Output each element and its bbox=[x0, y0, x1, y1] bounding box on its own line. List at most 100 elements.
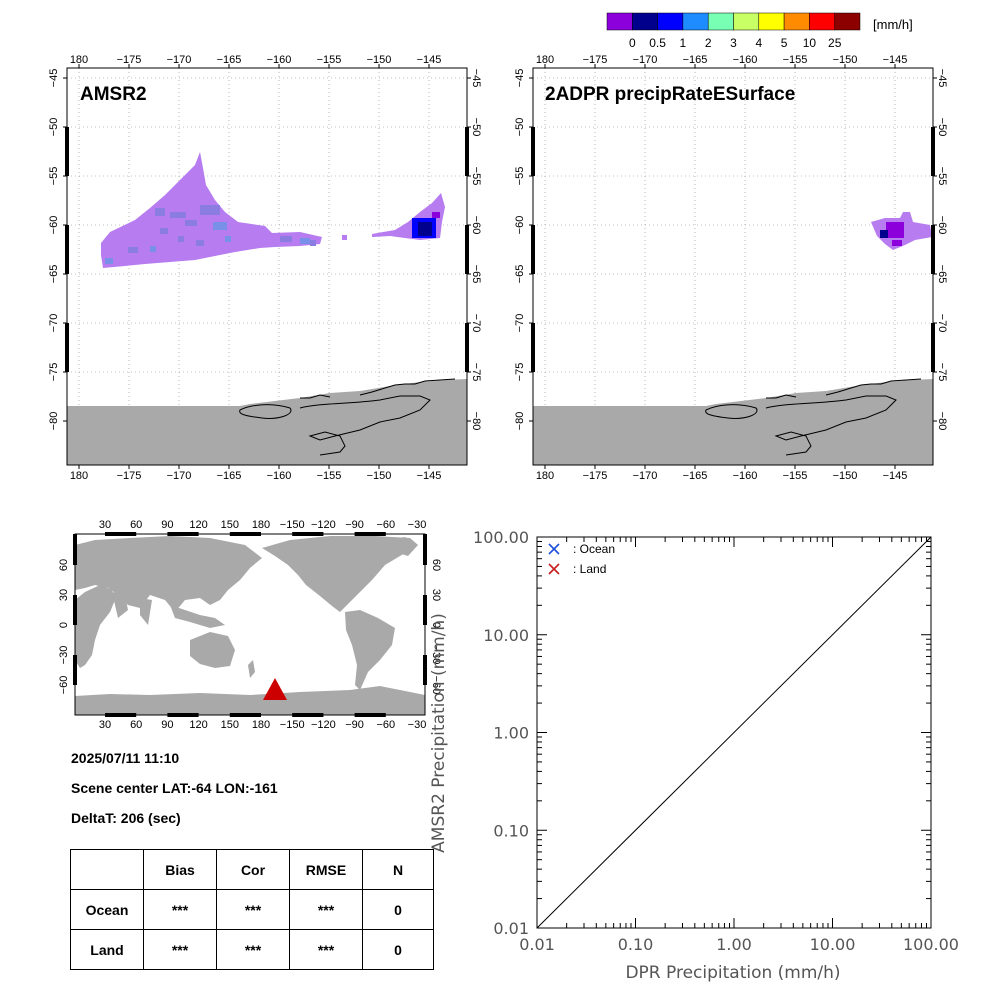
frame-segment bbox=[73, 595, 77, 625]
frame-segment bbox=[65, 323, 69, 372]
lat-label-right: −55 bbox=[470, 167, 482, 186]
globe-lon-label-bottom: 180 bbox=[252, 719, 270, 731]
precip-cell bbox=[342, 235, 347, 240]
map-title: 2ADPR precipRateESurface bbox=[545, 84, 795, 105]
lon-label-top: −170 bbox=[167, 54, 192, 66]
globe-lon-label-bottom: 150 bbox=[221, 719, 239, 731]
continent-eurasia bbox=[75, 536, 262, 612]
cor-cell: *** bbox=[216, 889, 290, 930]
lat-label-left: −50 bbox=[514, 118, 526, 137]
lat-label-right: −80 bbox=[936, 412, 948, 431]
map-title: AMSR2 bbox=[80, 84, 147, 105]
lon-label-top: −170 bbox=[633, 54, 658, 66]
precip-cell bbox=[892, 240, 902, 246]
continent-greenland bbox=[385, 537, 418, 556]
frame-segment bbox=[229, 713, 261, 717]
y-tick-label: 100.00 bbox=[473, 528, 529, 547]
lon-label-top: −165 bbox=[217, 54, 242, 66]
scene-center: Scene center LAT:-64 LON:-161 bbox=[71, 780, 278, 796]
legend-label: : Ocean bbox=[573, 542, 615, 556]
colorbar-label: 4 bbox=[755, 36, 762, 50]
rmse-cell: *** bbox=[289, 889, 363, 930]
table-header-cell: RMSE bbox=[289, 849, 363, 890]
lat-label-right: −60 bbox=[470, 216, 482, 235]
colorbar-swatch bbox=[682, 12, 709, 31]
y-tick-label: 10.00 bbox=[483, 626, 529, 645]
colorbar-swatch bbox=[657, 12, 684, 31]
precip-cell bbox=[170, 212, 186, 218]
frame-segment bbox=[354, 532, 386, 536]
lon-label-bottom: −155 bbox=[317, 470, 342, 482]
continent-africa bbox=[75, 585, 115, 668]
lat-label-left: −55 bbox=[514, 167, 526, 186]
globe-lon-label-bottom: −120 bbox=[311, 719, 336, 731]
lon-label-top: −160 bbox=[267, 54, 292, 66]
x-tick-label: 1.00 bbox=[716, 935, 752, 954]
frame-segment bbox=[65, 225, 69, 274]
frame-segment bbox=[931, 225, 935, 274]
coastline bbox=[299, 395, 431, 456]
globe-lat-label-right: 30 bbox=[430, 589, 442, 601]
precip-cell bbox=[196, 240, 204, 246]
globe-lon-label-top: 150 bbox=[221, 519, 239, 531]
colorbar-swatch bbox=[783, 12, 810, 31]
lat-label-left: −75 bbox=[514, 363, 526, 382]
lon-label-top: −175 bbox=[583, 54, 608, 66]
frame-segment bbox=[931, 323, 935, 372]
row-label: Ocean bbox=[70, 889, 144, 930]
frame-segment bbox=[465, 225, 469, 274]
legend-marker bbox=[548, 543, 560, 555]
table-row: Ocean *** *** *** 0 bbox=[70, 889, 434, 930]
lon-label-bottom: −175 bbox=[117, 470, 142, 482]
rmse-cell: *** bbox=[289, 929, 363, 970]
row-label: Land bbox=[70, 929, 144, 970]
map-axis-labels: 180 180 −175 −175 −170 −170 −165 −165 −160 −160 −1… bbox=[514, 54, 948, 482]
lon-label-bottom: −175 bbox=[583, 470, 608, 482]
colorbar-swatch bbox=[606, 12, 633, 31]
continent-arabia-india bbox=[112, 592, 152, 625]
frame-segment bbox=[354, 713, 386, 717]
map-frame bbox=[73, 532, 427, 717]
lat-label-left: −55 bbox=[48, 167, 60, 186]
legend-label: : Land bbox=[573, 562, 606, 576]
globe-lon-label-top: 90 bbox=[161, 519, 173, 531]
lon-label-bottom: −160 bbox=[733, 470, 758, 482]
coastline bbox=[766, 394, 797, 399]
globe-lon-label-bottom: −90 bbox=[345, 719, 364, 731]
map-frame bbox=[65, 127, 469, 372]
colorbar-swatch bbox=[632, 12, 658, 31]
colorbar: 0 0.5 1 2 3 4 5 10 25 bbox=[606, 12, 861, 50]
lat-label-right: −65 bbox=[470, 265, 482, 284]
globe-lon-label-top: −60 bbox=[376, 519, 395, 531]
precip-cell bbox=[886, 222, 904, 238]
lon-label-bottom: −160 bbox=[267, 470, 292, 482]
lon-label-top: −150 bbox=[833, 54, 858, 66]
map-axis-labels: 180 180 −175 −175 −170 −170 −165 −165 −160 −160 −1… bbox=[48, 54, 482, 482]
globe-lon-label-top: −90 bbox=[345, 519, 364, 531]
colorbar-swatch bbox=[707, 12, 734, 31]
globe-lon-label-top: 180 bbox=[252, 519, 270, 531]
colorbar-label: 0.5 bbox=[649, 36, 666, 50]
lat-label-left: −70 bbox=[48, 314, 60, 333]
precip-cell bbox=[880, 230, 888, 238]
frame-segment bbox=[73, 655, 77, 685]
lat-label-left: −75 bbox=[48, 363, 60, 382]
lon-label-bottom: −165 bbox=[217, 470, 242, 482]
y-tick-label: 0.10 bbox=[493, 821, 529, 840]
lat-label-left: −60 bbox=[48, 216, 60, 235]
colorbar-label: 0 bbox=[629, 36, 636, 50]
globe-lon-label-bottom: −30 bbox=[408, 719, 427, 731]
lon-label-bottom: 180 bbox=[536, 470, 554, 482]
lat-label-left: −50 bbox=[48, 118, 60, 137]
globe-lon-label-top: 30 bbox=[99, 519, 111, 531]
colorbar-label: 3 bbox=[730, 36, 737, 50]
frame-segment bbox=[465, 323, 469, 372]
lat-label-right: −80 bbox=[470, 412, 482, 431]
precip-cell bbox=[105, 258, 113, 264]
lat-label-left: −65 bbox=[48, 265, 60, 284]
colorbar-label: 1 bbox=[680, 36, 687, 50]
frame-segment bbox=[465, 127, 469, 176]
dpr-precip-field bbox=[871, 212, 932, 250]
x-tick-label: 0.10 bbox=[618, 935, 654, 954]
